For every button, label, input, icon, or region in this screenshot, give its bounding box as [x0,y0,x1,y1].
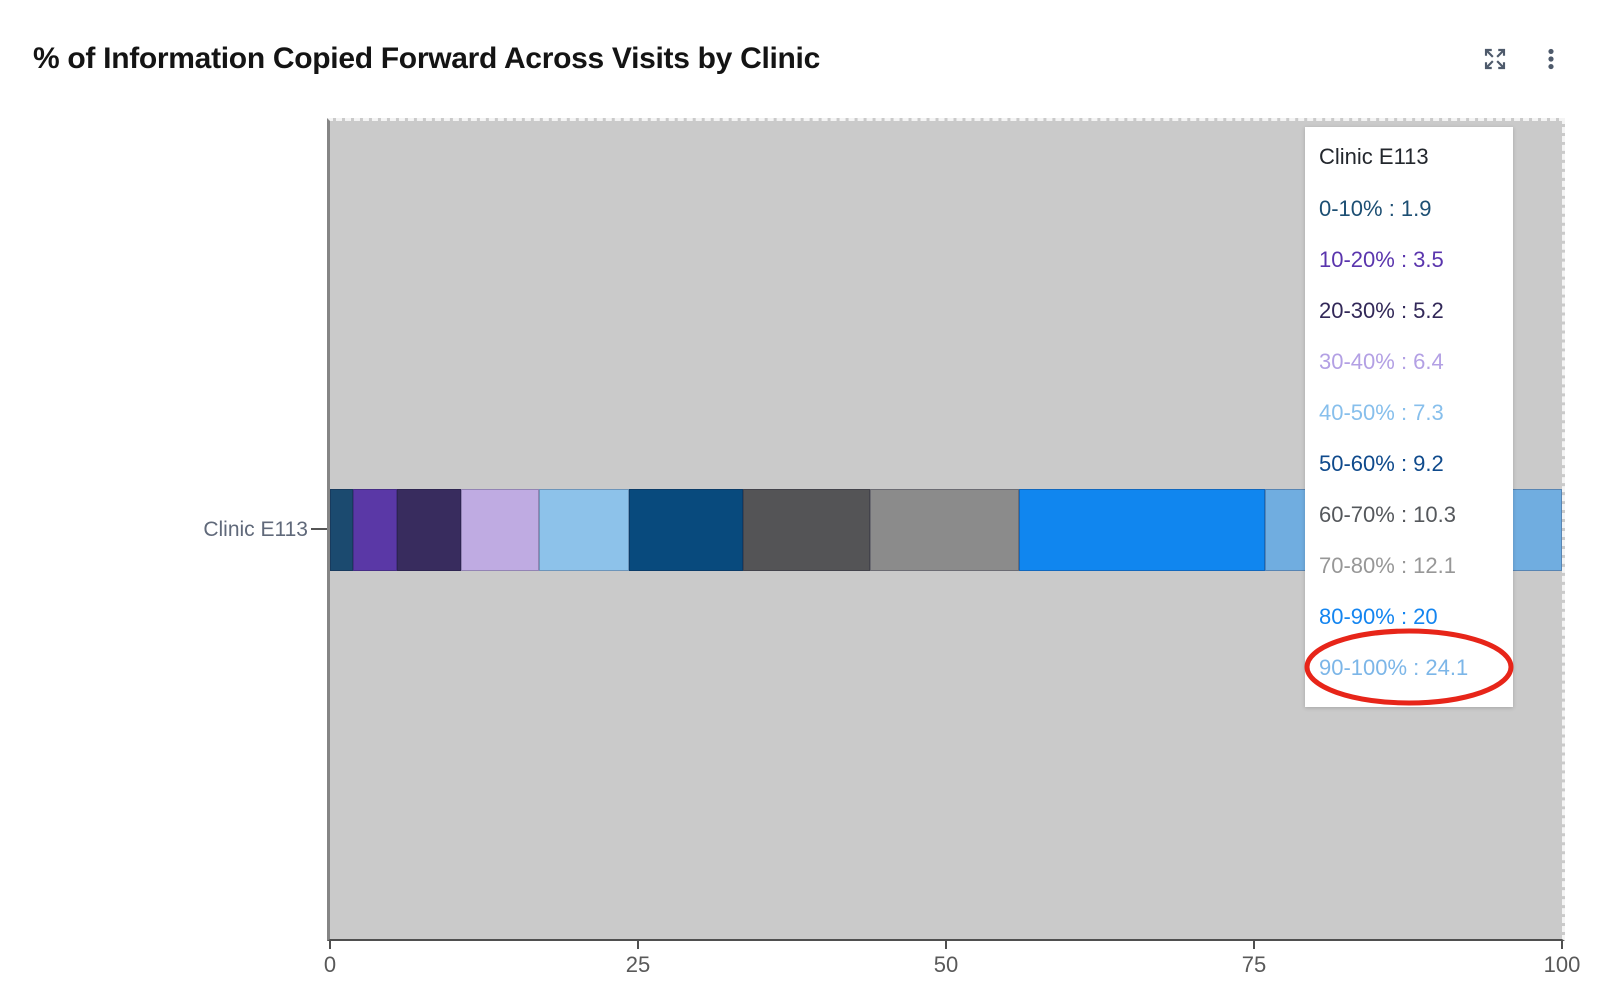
y-tick [311,528,328,530]
x-tick [1253,941,1255,949]
tooltip: Clinic E113 0-10% : 1.9 10-20% : 3.5 20-30… [1305,127,1513,707]
bar-segment-40-50%[interactable] [539,489,630,571]
tooltip-item: 20-30% : 5.2 [1319,298,1444,323]
tooltip-item: 60-70% : 10.3 [1319,502,1456,527]
tooltip-item: 0-10% : 1.9 [1319,196,1432,221]
x-tick [945,941,947,949]
x-tick-label: 75 [1241,952,1267,977]
bar-segment-60-70%[interactable] [742,489,870,571]
bar-segment-30-40%[interactable] [460,489,540,571]
bar-segment-0-10%[interactable] [330,489,354,571]
tooltip-items: 0-10% : 1.9 10-20% : 3.5 20-30% : 5.2 30-40… [1319,183,1513,693]
x-tick-label: 100 [1543,952,1581,977]
bar-segment-20-30%[interactable] [396,489,461,571]
x-tick [1561,941,1563,949]
y-axis-label: Clinic E113 [203,518,308,541]
bar-segment-10-20%[interactable] [353,489,397,571]
tooltip-title: Clinic E113 [1319,144,1429,169]
kebab-menu-icon [1538,46,1564,72]
expand-icon [1482,46,1508,72]
x-tick-label: 25 [625,952,651,977]
x-tick-label: 50 [933,952,959,977]
tooltip-item: 30-40% : 6.4 [1319,349,1444,374]
menu-button[interactable] [1534,42,1568,76]
bar-segment-50-60%[interactable] [629,489,743,571]
x-tick-label: 0 [323,952,337,977]
bar-segment-70-80%[interactable] [869,489,1019,571]
tooltip-item: 80-90% : 20 [1319,604,1438,629]
tooltip-item: 90-100% : 24.1 [1319,655,1469,680]
chart-title: % of Information Copied Forward Across V… [33,42,820,75]
tooltip-item: 70-80% : 12.1 [1319,553,1456,578]
tooltip-item: 40-50% : 7.3 [1319,400,1444,425]
tooltip-item: 50-60% : 9.2 [1319,451,1444,476]
x-tick [637,941,639,949]
bar-segment-80-90%[interactable] [1018,489,1266,571]
x-tick [329,941,331,949]
tooltip-item: 10-20% : 3.5 [1319,247,1444,272]
fullscreen-button[interactable] [1478,42,1512,76]
